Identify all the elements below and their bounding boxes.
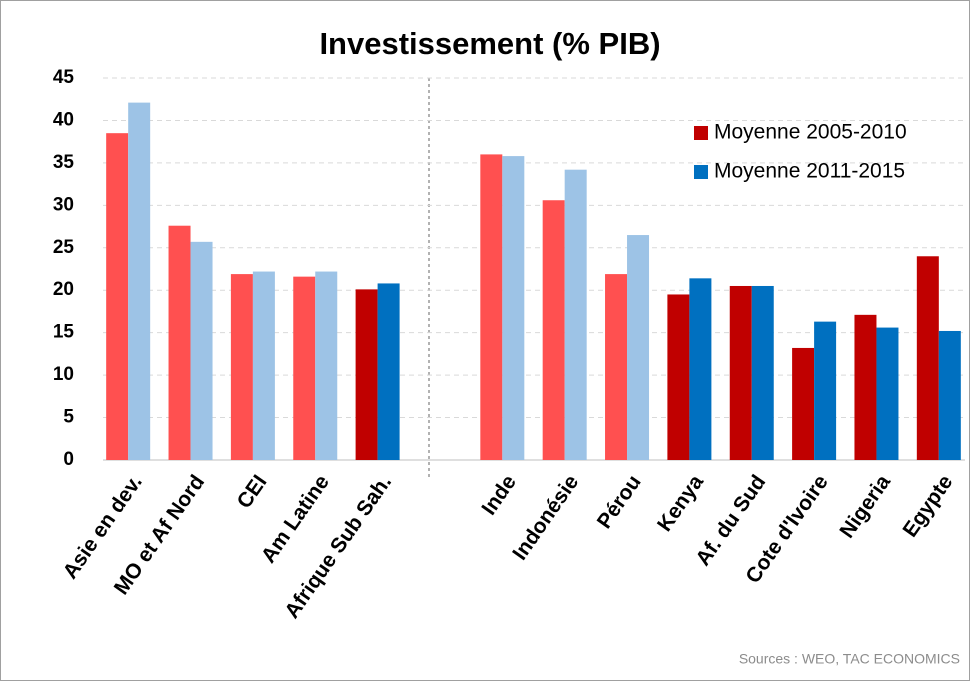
bar — [542, 200, 565, 461]
bar — [792, 347, 815, 460]
y-tick-label: 45 — [53, 67, 75, 88]
bar — [190, 241, 213, 460]
bar — [355, 289, 378, 460]
bar — [502, 156, 525, 460]
bar — [480, 154, 503, 460]
bar — [876, 327, 899, 460]
source-note: Sources : WEO, TAC ECONOMICS — [739, 651, 960, 667]
bar — [667, 294, 690, 460]
y-tick-label: 35 — [53, 152, 75, 173]
legend-swatch — [694, 126, 708, 140]
y-tick-label: 0 — [63, 449, 74, 470]
bar — [751, 285, 774, 460]
y-tick-label: 40 — [53, 109, 74, 130]
bar — [938, 330, 961, 460]
bar — [689, 278, 712, 460]
bar — [315, 271, 338, 460]
legend-label: Moyenne 2011-2015 — [714, 160, 905, 183]
bar — [230, 274, 253, 460]
legend-label: Moyenne 2005-2010 — [714, 121, 907, 144]
y-tick-label: 25 — [53, 237, 75, 258]
y-tick-label: 15 — [53, 322, 75, 343]
y-tick-label: 20 — [53, 279, 74, 300]
bar — [128, 102, 151, 461]
y-tick-label: 5 — [63, 407, 74, 428]
bar — [627, 235, 650, 460]
bar — [377, 283, 400, 460]
bar — [564, 169, 587, 460]
bar — [605, 274, 628, 460]
y-tick-label: 10 — [53, 364, 74, 385]
bar — [106, 133, 129, 460]
bar — [168, 225, 191, 460]
legend-swatch — [694, 165, 708, 179]
bar — [293, 276, 316, 460]
bar — [916, 256, 939, 460]
bar — [814, 321, 837, 460]
bar — [729, 285, 752, 460]
bar — [854, 314, 877, 460]
y-tick-label: 30 — [53, 194, 74, 215]
bar — [252, 271, 275, 460]
chart-title: Investissement (% PIB) — [319, 26, 660, 61]
